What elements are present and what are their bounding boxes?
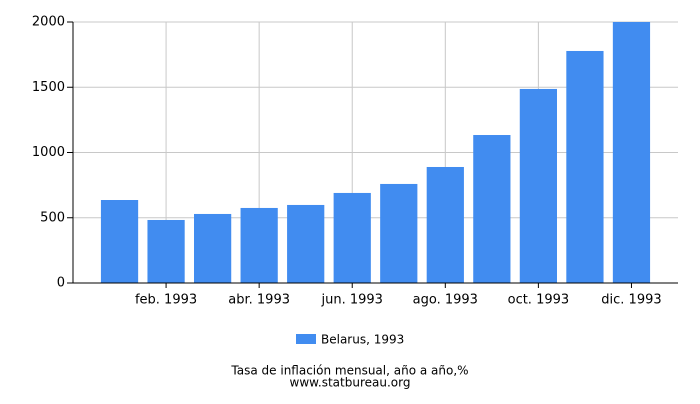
bar	[473, 135, 511, 283]
source: www.statbureau.org	[290, 376, 411, 390]
bar	[147, 219, 185, 283]
x-tick-label: abr. 1993	[228, 293, 290, 308]
x-tick-label: jun. 1993	[321, 293, 383, 308]
bar	[194, 213, 232, 283]
x-tick-label: oct. 1993	[508, 293, 570, 308]
bar	[519, 88, 557, 283]
legend-swatch	[296, 334, 316, 344]
y-tick-label: 1000	[32, 145, 65, 160]
bar	[426, 166, 464, 283]
bar	[380, 183, 418, 283]
bar	[566, 50, 604, 283]
bar	[240, 207, 278, 283]
bar	[100, 200, 139, 283]
legend-label: Belarus, 1993	[321, 333, 404, 347]
y-tick-label: 0	[57, 276, 65, 291]
x-tick-label: dic. 1993	[601, 293, 661, 308]
x-tick-label: ago. 1993	[413, 293, 478, 308]
bar	[287, 204, 325, 283]
x-tick-label: feb. 1993	[135, 293, 197, 308]
bar	[612, 22, 651, 283]
caption: Tasa de inflación mensual, año a año,%	[230, 364, 468, 378]
bar	[333, 192, 371, 283]
y-tick-label: 2000	[32, 15, 65, 30]
y-tick-label: 500	[40, 210, 65, 225]
y-tick-label: 1500	[32, 80, 65, 95]
